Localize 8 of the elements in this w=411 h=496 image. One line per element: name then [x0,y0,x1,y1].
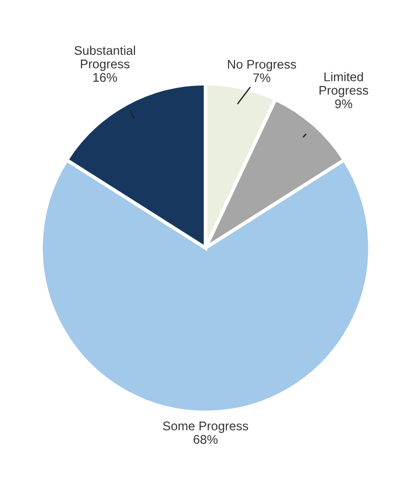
data-label: 68% [194,435,218,444]
data-label: 16% [93,73,117,82]
slice-label: Some Progress [163,422,248,433]
slice-label: Substantial Progress [74,46,136,71]
slice-label: No Progress [228,60,296,72]
data-label: 9% [335,99,352,108]
slice-label: Limited Progress [320,72,368,98]
data-label: 7% [253,73,270,82]
